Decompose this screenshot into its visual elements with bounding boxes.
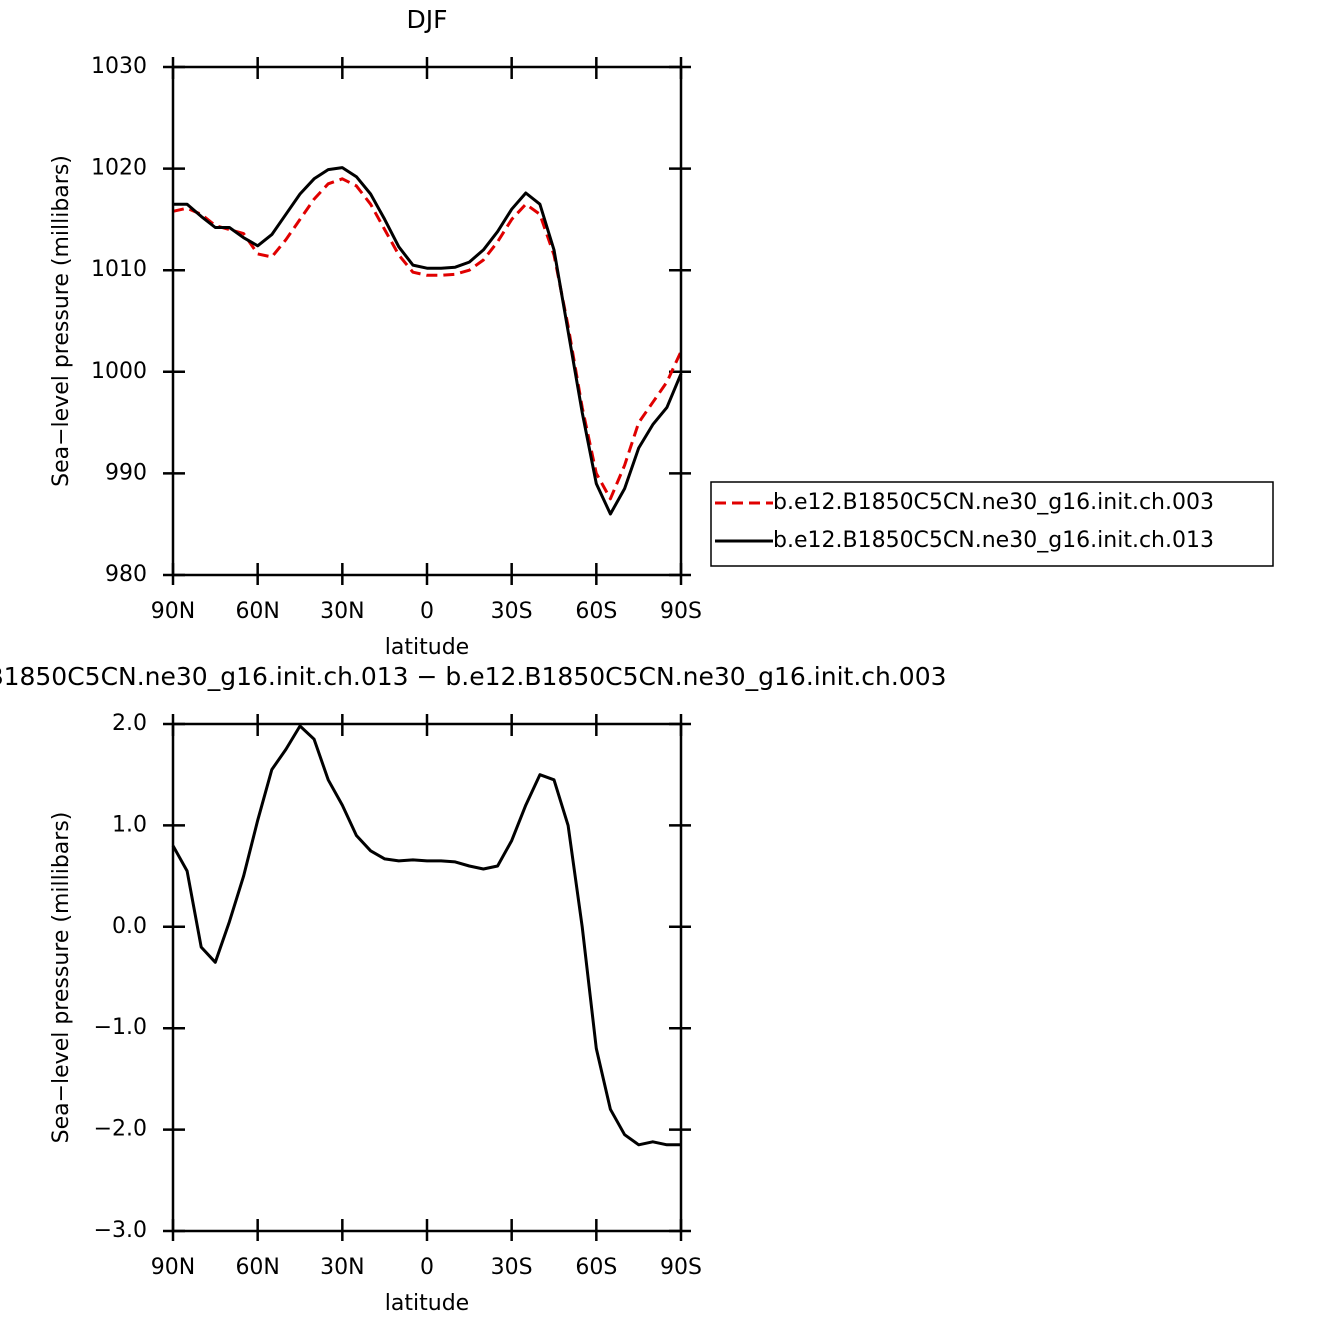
x-tick-label: 60S <box>575 1255 617 1280</box>
x-tick-label: 90N <box>151 1255 195 1280</box>
chart-title: DJF <box>406 5 447 34</box>
x-axis-label: latitude <box>385 1291 469 1316</box>
y-tick-label: 2.0 <box>112 711 147 736</box>
y-tick-label: 980 <box>105 562 147 587</box>
x-axis-label: latitude <box>385 635 469 660</box>
y-tick-label: 1.0 <box>112 812 147 837</box>
x-tick-label: 30N <box>320 599 364 624</box>
data-line <box>171 724 681 1147</box>
x-tick-label: 30N <box>320 1255 364 1280</box>
x-tick-label: 60N <box>235 599 279 624</box>
chart-title: b.e12.B1850C5CN.ne30_g16.init.ch.013 − b… <box>0 662 947 691</box>
x-tick-label: 90S <box>660 599 702 624</box>
y-tick-label: 1020 <box>91 156 147 181</box>
y-tick-label: 1000 <box>91 359 147 384</box>
x-tick-label: 0 <box>420 599 434 624</box>
x-tick-label: 90S <box>660 1255 702 1280</box>
legend-box <box>710 481 1274 567</box>
x-tick-label: 60S <box>575 599 617 624</box>
y-tick-label: −2.0 <box>94 1117 147 1142</box>
data-line <box>173 166 683 516</box>
x-tick-label: 60N <box>235 1255 279 1280</box>
plot-frame <box>171 65 683 577</box>
y-tick-label: −1.0 <box>94 1015 147 1040</box>
x-tick-label: 30S <box>491 1255 533 1280</box>
y-tick-label: 0.0 <box>112 914 147 939</box>
y-tick-label: 990 <box>105 460 147 485</box>
y-axis-label: Sea−level pressure (millibars) <box>49 155 74 487</box>
legend-label: b.e12.B1850C5CN.ne30_g16.init.ch.013 <box>773 528 1214 553</box>
x-tick-label: 30S <box>491 599 533 624</box>
data-line <box>172 177 683 501</box>
x-tick-label: 0 <box>420 1255 434 1280</box>
y-tick-label: −3.0 <box>94 1218 147 1243</box>
x-tick-label: 90N <box>151 599 195 624</box>
y-tick-label: 1030 <box>91 54 147 79</box>
legend-label: b.e12.B1850C5CN.ne30_g16.init.ch.003 <box>773 490 1214 515</box>
plot-frame <box>171 722 683 1233</box>
y-tick-label: 1010 <box>91 257 147 282</box>
y-axis-label: Sea−level pressure (millibars) <box>49 812 74 1144</box>
